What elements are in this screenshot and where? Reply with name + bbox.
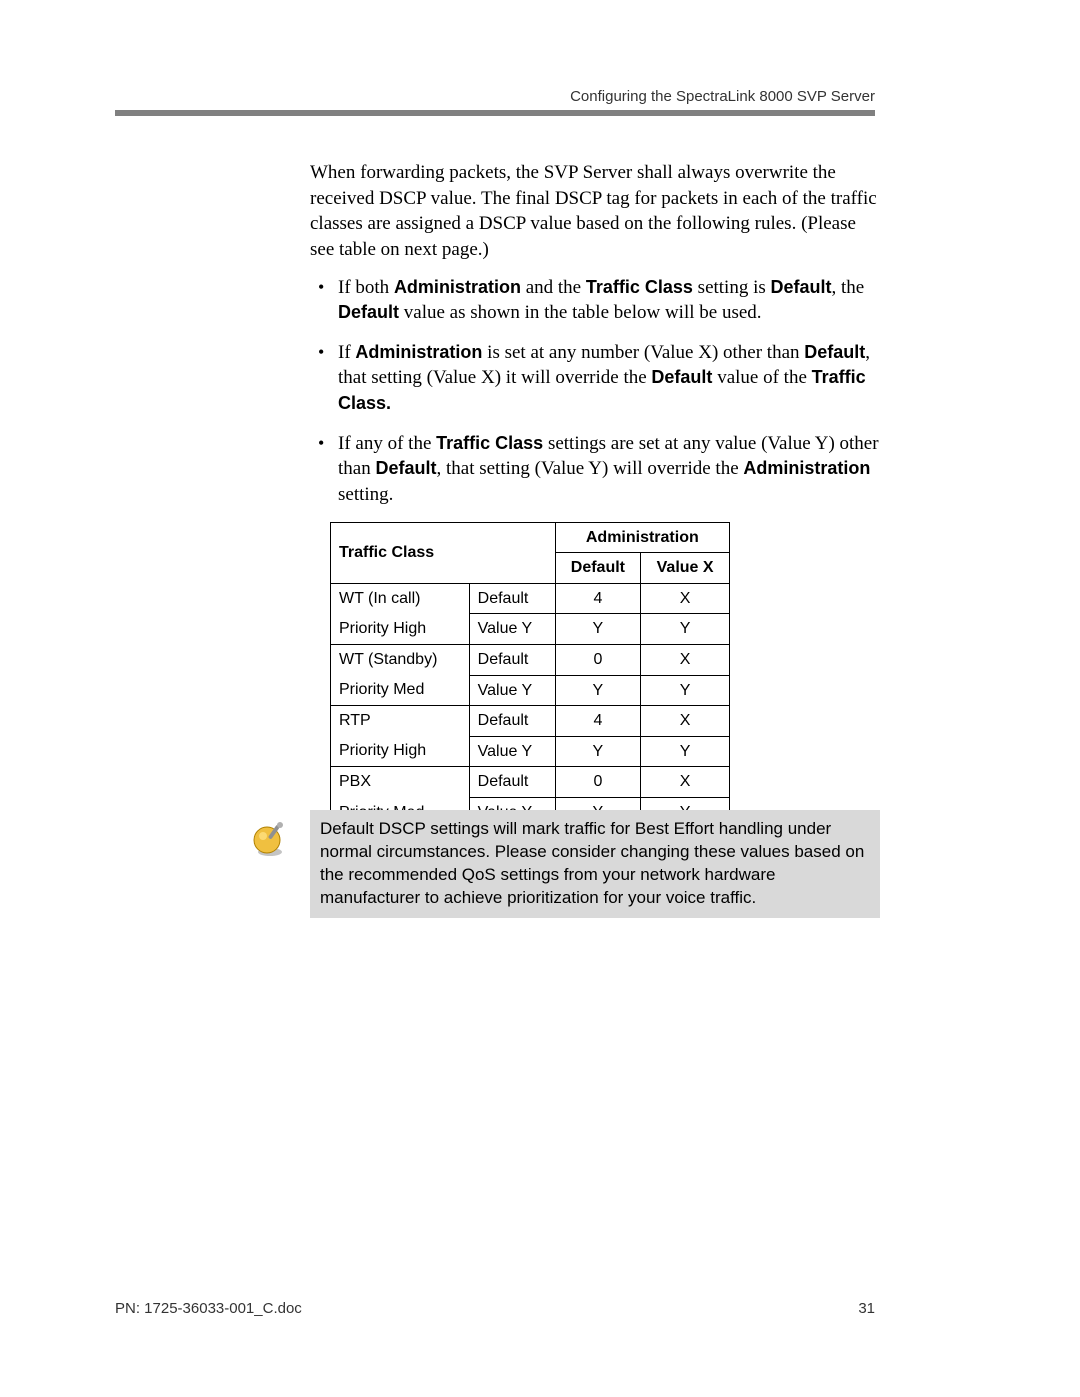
cell-class-priority: Priority High	[331, 736, 470, 767]
text: , the	[832, 277, 865, 298]
table-row: WT (In call) Default 4 X	[331, 583, 730, 614]
table-row: PBX Default 0 X	[331, 767, 730, 798]
cell: Default	[469, 583, 555, 614]
rules-list: If both Administration and the Traffic C…	[310, 275, 880, 508]
footer-pagenum: 31	[115, 1300, 875, 1317]
cell-class-name: WT (In call)	[331, 583, 470, 614]
main-content: When forwarding packets, the SVP Server …	[310, 160, 880, 890]
text: value of the	[712, 367, 811, 388]
header-rule	[115, 110, 875, 116]
strong: Traffic Class	[586, 277, 693, 297]
text: , that setting (Value Y) will override t…	[436, 458, 743, 479]
cell: Y	[641, 736, 730, 767]
table-row: WT (Standby) Default 0 X	[331, 645, 730, 676]
text: and the	[521, 277, 586, 298]
cell: Default	[469, 706, 555, 737]
text: If both	[338, 277, 394, 298]
cell-class-name: RTP	[331, 706, 470, 737]
text: setting.	[338, 484, 393, 505]
cell-class-priority: Priority Med	[331, 675, 470, 706]
text: If any of the	[338, 433, 436, 454]
cell-class-name: WT (Standby)	[331, 645, 470, 676]
intro-paragraph: When forwarding packets, the SVP Server …	[310, 160, 880, 263]
th-default: Default	[555, 553, 641, 584]
text: is set at any number (Value X) other tha…	[482, 342, 804, 363]
text: If	[338, 342, 355, 363]
cell: Value Y	[469, 675, 555, 706]
strong: Default	[375, 458, 436, 478]
cell: Y	[641, 614, 730, 645]
th-traffic-class: Traffic Class	[331, 522, 556, 583]
cell: Y	[555, 614, 641, 645]
strong: Default	[338, 302, 399, 322]
cell: 0	[555, 767, 641, 798]
bullet-3: If any of the Traffic Class settings are…	[310, 431, 880, 508]
page-header: Configuring the SpectraLink 8000 SVP Ser…	[115, 88, 875, 105]
strong: Traffic Class	[436, 433, 543, 453]
cell-class-name: PBX	[331, 767, 470, 798]
strong: Default	[804, 342, 865, 362]
cell-class-priority: Priority High	[331, 614, 470, 645]
cell: Default	[469, 645, 555, 676]
strong: Default	[771, 277, 832, 297]
table-row: Priority Med Value Y Y Y	[331, 675, 730, 706]
text: value as shown in the table below will b…	[399, 302, 762, 323]
cell: X	[641, 706, 730, 737]
strong: .	[386, 393, 391, 413]
th-administration: Administration	[555, 522, 729, 553]
th-valuex: Value X	[641, 553, 730, 584]
cell: X	[641, 645, 730, 676]
table-header-row-1: Traffic Class Administration	[331, 522, 730, 553]
cell: Value Y	[469, 614, 555, 645]
strong: Administration	[743, 458, 870, 478]
table-row: RTP Default 4 X	[331, 706, 730, 737]
table-row: Priority High Value Y Y Y	[331, 736, 730, 767]
cell: 0	[555, 645, 641, 676]
cell: Y	[641, 675, 730, 706]
cell: X	[641, 583, 730, 614]
bullet-2: If Administration is set at any number (…	[310, 340, 880, 417]
strong: Administration	[394, 277, 521, 297]
strong: Default	[651, 367, 712, 387]
table-row: Priority High Value Y Y Y	[331, 614, 730, 645]
strong: Administration	[355, 342, 482, 362]
pushpin-icon	[250, 820, 290, 860]
cell: Value Y	[469, 736, 555, 767]
cell: Default	[469, 767, 555, 798]
note-text: Default DSCP settings will mark traffic …	[320, 819, 864, 907]
bullet-1: If both Administration and the Traffic C…	[310, 275, 880, 326]
cell: 4	[555, 706, 641, 737]
note-box: Default DSCP settings will mark traffic …	[310, 810, 880, 918]
cell: 4	[555, 583, 641, 614]
cell: X	[641, 767, 730, 798]
text: setting is	[693, 277, 771, 298]
cell: Y	[555, 736, 641, 767]
cell: Y	[555, 675, 641, 706]
